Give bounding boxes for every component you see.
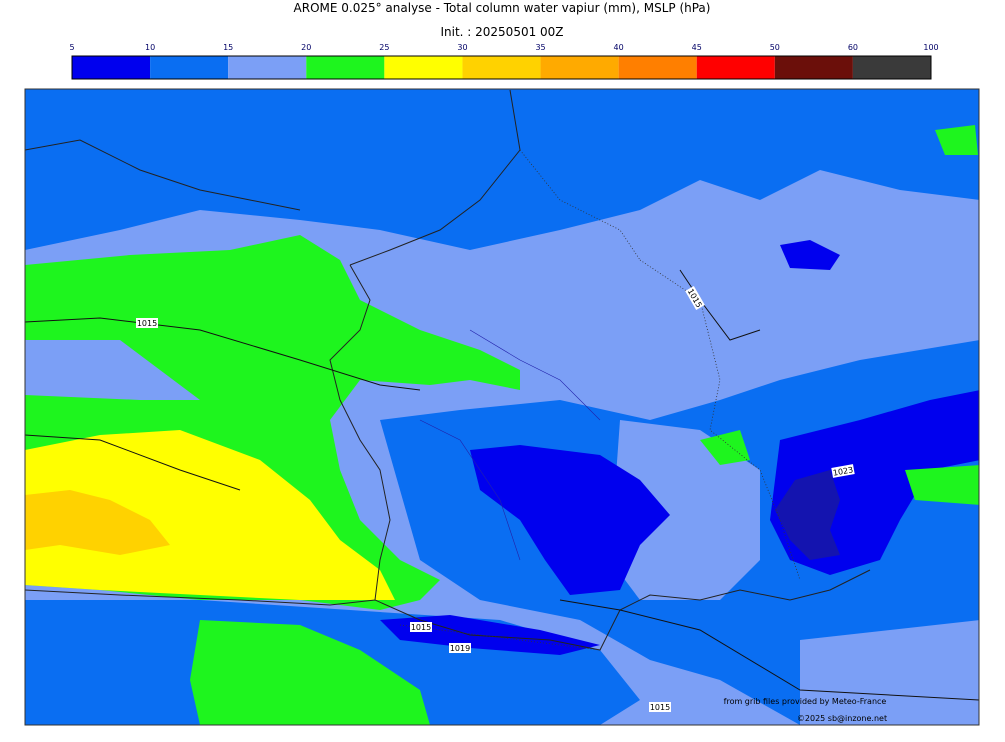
isobar-label-text: 1015 (650, 703, 670, 712)
colorbar-tick-label: 35 (535, 43, 545, 52)
isobar-label: 1015 (136, 318, 158, 328)
subtitle: Init. : 20250501 00Z (440, 25, 563, 39)
colorbar-segment (462, 56, 541, 79)
colorbar-tick-label: 100 (923, 43, 938, 52)
title: AROME 0.025° analyse - Total column wate… (294, 1, 711, 15)
isobar-label: 1015 (410, 622, 432, 632)
colorbar-frame (71, 55, 932, 80)
credit: ©2025 sb@inzone.net (797, 714, 887, 723)
colorbar-tick-label: 25 (379, 43, 389, 52)
coastline (25, 89, 871, 651)
colorbar-segment (228, 56, 307, 79)
credit: from grib files provided by Meteo-France (724, 697, 887, 706)
colorbar-segment (540, 56, 619, 79)
isobar-label: 1023 (831, 464, 855, 478)
colorbar-segment (384, 56, 463, 79)
field-region (25, 89, 979, 250)
colorbar-tick-label: 30 (457, 43, 467, 52)
colorbar-segment (774, 56, 853, 79)
isobar-label: 1019 (449, 643, 471, 653)
isobar-label-bg (649, 702, 671, 712)
colorbar-tick-label: 60 (848, 43, 858, 52)
colorbar-segment (618, 56, 697, 79)
colorbar-tick-label: 15 (223, 43, 233, 52)
field-region (190, 620, 430, 725)
isobar-label-bg (831, 464, 855, 478)
colorbar-tick-label: 40 (614, 43, 624, 52)
colorbar-tick-label: 20 (301, 43, 311, 52)
colorbar-segment (150, 56, 229, 79)
isobar-label-bg (136, 318, 158, 328)
colorbar-tick-label: 5 (69, 43, 74, 52)
field-region (905, 465, 979, 505)
colorbar-segment (696, 56, 775, 79)
field-region (470, 445, 670, 595)
isobar-label-text: 1015 (137, 319, 157, 328)
field-region (935, 125, 978, 155)
isobar-label-bg (449, 643, 471, 653)
colorbar-segment (306, 56, 385, 79)
field-region (25, 430, 395, 600)
colorbar-tick-label: 10 (145, 43, 155, 52)
colorbar-tick-label: 50 (770, 43, 780, 52)
colorbar-segment (852, 56, 931, 79)
isobar-label: 1015 (649, 702, 671, 712)
isobar-label-bg (685, 285, 705, 311)
isobar (25, 269, 979, 701)
river (419, 329, 601, 561)
field-region (25, 340, 200, 400)
field-region (700, 430, 750, 465)
isobar-label-text: 1019 (450, 644, 470, 653)
field-region (610, 420, 760, 600)
isobar-label-text: 1023 (832, 465, 854, 477)
isobar-label-bg (410, 622, 432, 632)
isobar-label-text: 1015 (411, 623, 431, 632)
map-frame (24, 88, 980, 726)
field-region (770, 390, 979, 575)
field-region (780, 240, 840, 270)
colorbar-segment (72, 56, 151, 79)
field-region (800, 620, 979, 725)
map (25, 89, 979, 725)
colorbar-tick-label: 45 (692, 43, 702, 52)
field-region (25, 490, 170, 555)
field-region (775, 470, 840, 560)
colorbar: 5 10 15 20 25 30 35 40 45 50 60 100 (69, 43, 939, 80)
